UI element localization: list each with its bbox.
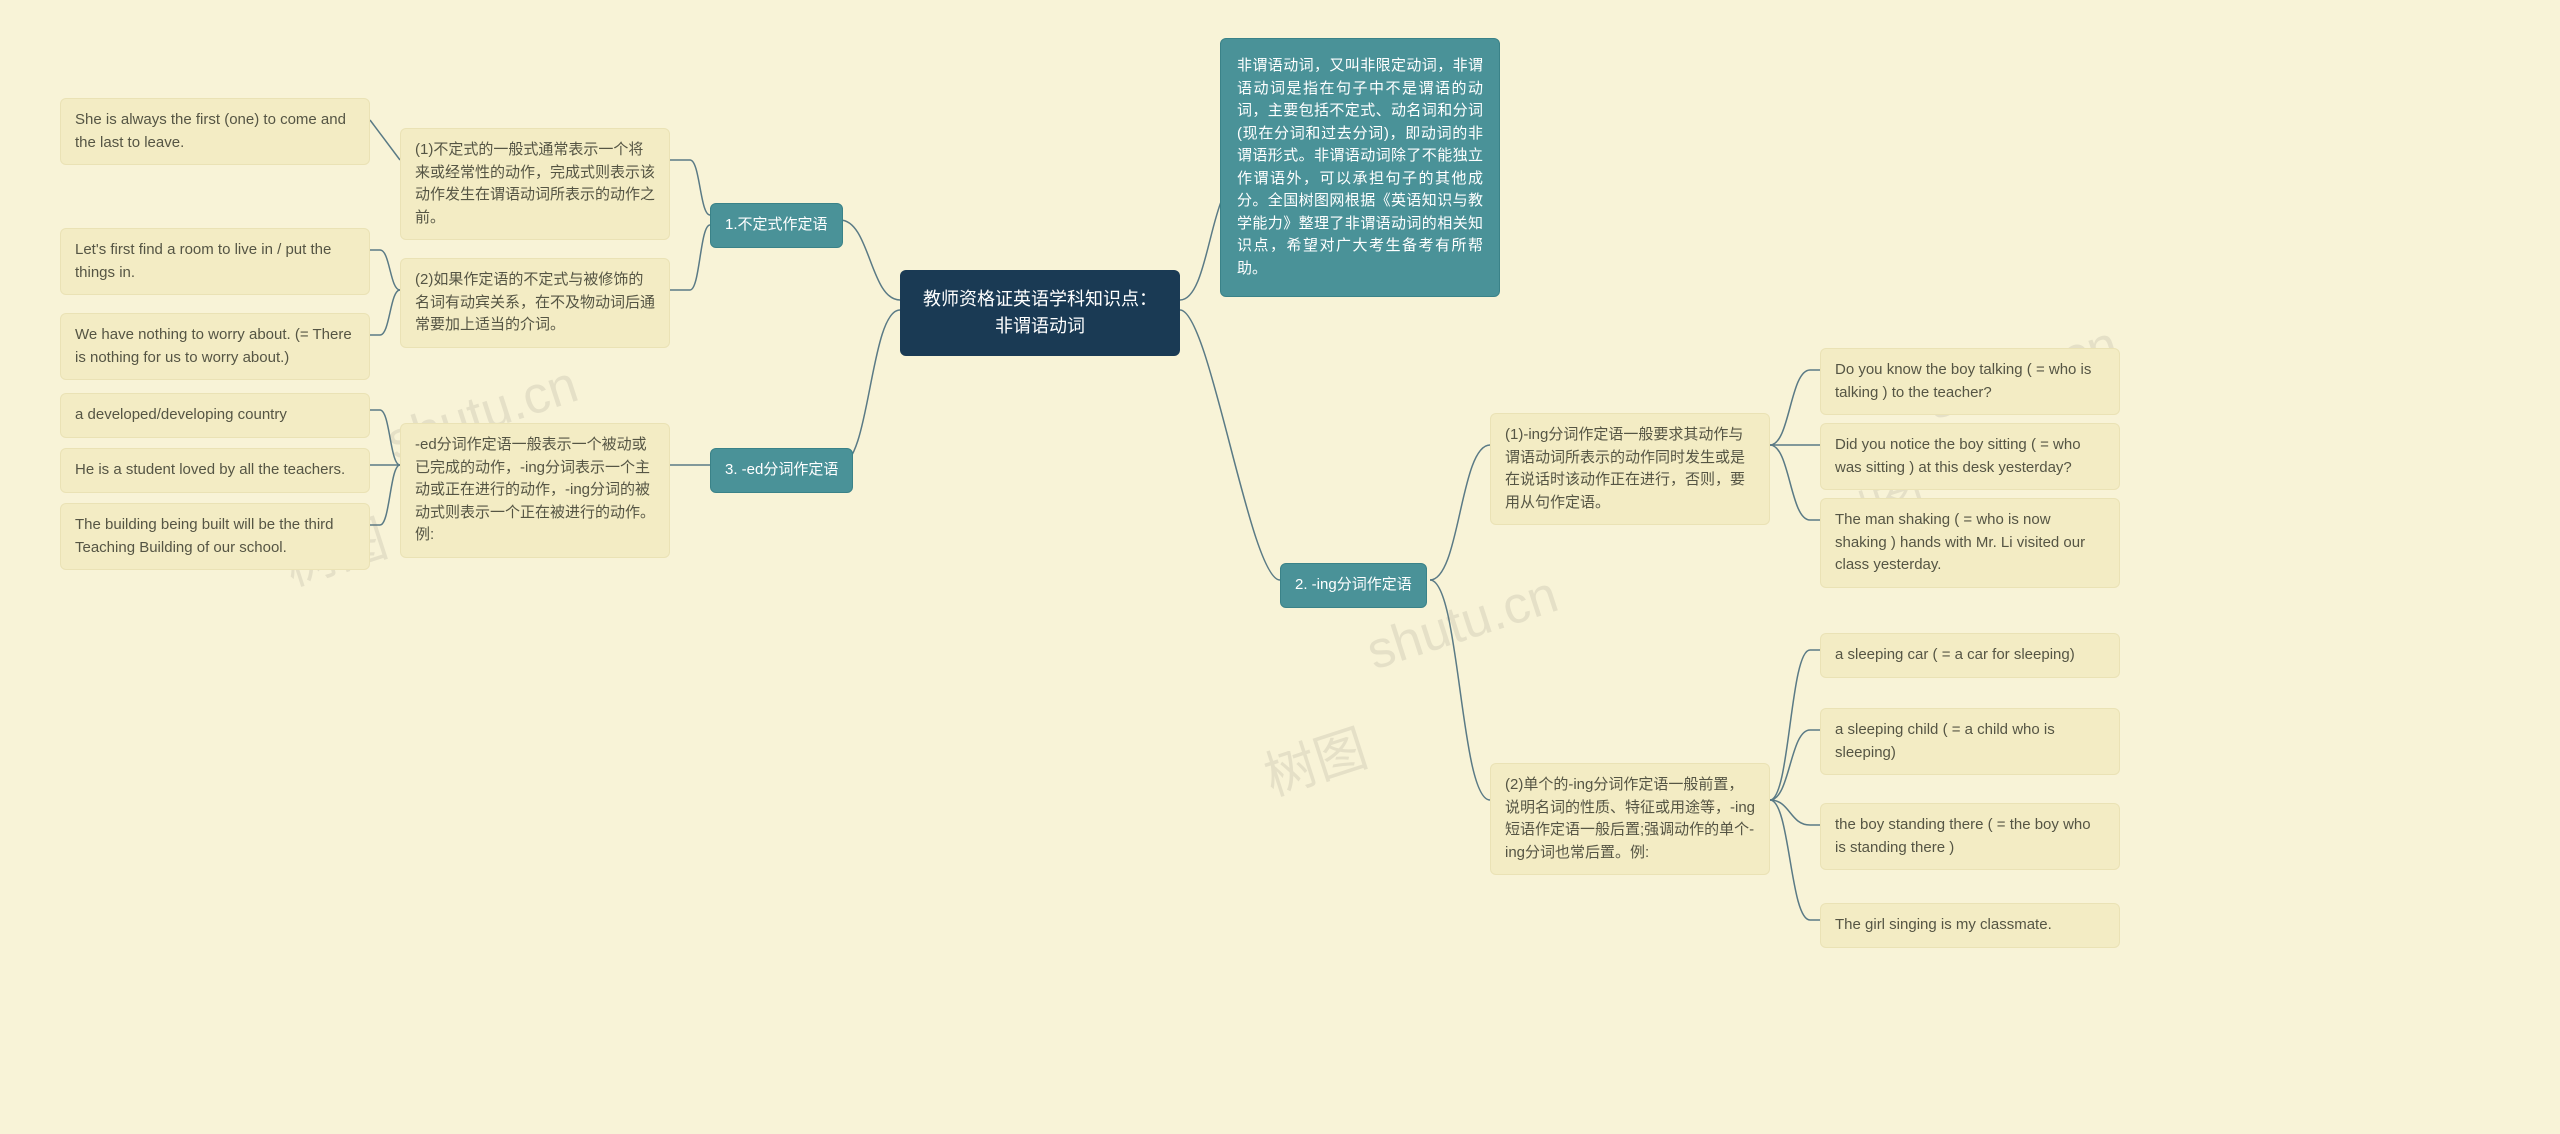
root-title: 教师资格证英语学科知识点：非谓语动词 [923,289,1157,336]
branch2-sub1-text: (1)-ing分词作定语一般要求其动作与谓语动词所表示的动作同时发生或是在说话时… [1505,426,1745,511]
branch2-leaf5: a sleeping child ( = a child who is slee… [1820,708,2120,775]
branch3-leaf3: The building being built will be the thi… [60,503,370,570]
branch2-leaf5-text: a sleeping child ( = a child who is slee… [1835,721,2055,761]
branch1-leaf1-text: She is always the first (one) to come an… [75,111,346,151]
branch2-leaf6: the boy standing there ( = the boy who i… [1820,803,2120,870]
branch2-leaf2: Did you notice the boy sitting ( = who w… [1820,423,2120,490]
intro-text: 非谓语动词，又叫非限定动词，非谓语动词是指在句子中不是谓语的动词，主要包括不定式… [1237,57,1483,277]
branch2-leaf2-text: Did you notice the boy sitting ( = who w… [1835,436,2081,476]
branch3-leaf1: a developed/developing country [60,393,370,438]
branch1-leaf2b: Let's first find a room to live in / put… [60,228,370,295]
branch3-title: 3. -ed分词作定语 [725,461,838,478]
branch2-sub2-text: (2)单个的-ing分词作定语一般前置，说明名词的性质、特征或用途等，-ing短… [1505,776,1755,861]
branch3-leaf3-text: The building being built will be the thi… [75,516,334,556]
branch2-leaf3: The man shaking ( = who is now shaking )… [1820,498,2120,588]
branch2-sub2: (2)单个的-ing分词作定语一般前置，说明名词的性质、特征或用途等，-ing短… [1490,763,1770,875]
branch3-sub1-text: -ed分词作定语一般表示一个被动或已完成的动作，-ing分词表示一个主动或正在进… [415,436,655,543]
branch2-leaf7: The girl singing is my classmate. [1820,903,2120,948]
branch3-leaf2-text: He is a student loved by all the teacher… [75,461,345,478]
branch1-sub2: (2)如果作定语的不定式与被修饰的名词有动宾关系，在不及物动词后通常要加上适当的… [400,258,670,348]
root-node: 教师资格证英语学科知识点：非谓语动词 [900,270,1180,356]
branch1-sub2-text: (2)如果作定语的不定式与被修饰的名词有动宾关系，在不及物动词后通常要加上适当的… [415,271,655,333]
branch3-leaf1-text: a developed/developing country [75,406,287,423]
branch1-leaf2-text: Let's first find a room to live in / put… [75,241,331,281]
branch1-title: 1.不定式作定语 [725,216,828,233]
branch2-leaf4: a sleeping car ( = a car for sleeping) [1820,633,2120,678]
branch3-leaf2: He is a student loved by all the teacher… [60,448,370,493]
watermark-cn-2: 树图 [1258,720,1375,807]
branch1-leaf1: She is always the first (one) to come an… [60,98,370,165]
branch2-leaf6-text: the boy standing there ( = the boy who i… [1835,816,2091,856]
branch3-node: 3. -ed分词作定语 [710,448,853,493]
branch2-leaf1: Do you know the boy talking ( = who is t… [1820,348,2120,415]
branch1-leaf3-text: We have nothing to worry about. (= There… [75,326,352,366]
branch2-leaf7-text: The girl singing is my classmate. [1835,916,2052,933]
branch2-sub1: (1)-ing分词作定语一般要求其动作与谓语动词所表示的动作同时发生或是在说话时… [1490,413,1770,525]
branch3-sub1: -ed分词作定语一般表示一个被动或已完成的动作，-ing分词表示一个主动或正在进… [400,423,670,558]
intro-node: 非谓语动词，又叫非限定动词，非谓语动词是指在句子中不是谓语的动词，主要包括不定式… [1220,38,1500,297]
branch2-leaf4-text: a sleeping car ( = a car for sleeping) [1835,646,2075,663]
branch1-leaf3b: We have nothing to worry about. (= There… [60,313,370,380]
branch2-leaf3-text: The man shaking ( = who is now shaking )… [1835,511,2085,573]
branch2-title: 2. -ing分词作定语 [1295,576,1412,593]
branch1-sub1-text: (1)不定式的一般式通常表示一个将来或经常性的动作，完成式则表示该动作发生在谓语… [415,141,655,226]
branch2-leaf1-text: Do you know the boy talking ( = who is t… [1835,361,2091,401]
branch1-node: 1.不定式作定语 [710,203,843,248]
branch2-node: 2. -ing分词作定语 [1280,563,1427,608]
branch1-sub1: (1)不定式的一般式通常表示一个将来或经常性的动作，完成式则表示该动作发生在谓语… [400,128,670,240]
